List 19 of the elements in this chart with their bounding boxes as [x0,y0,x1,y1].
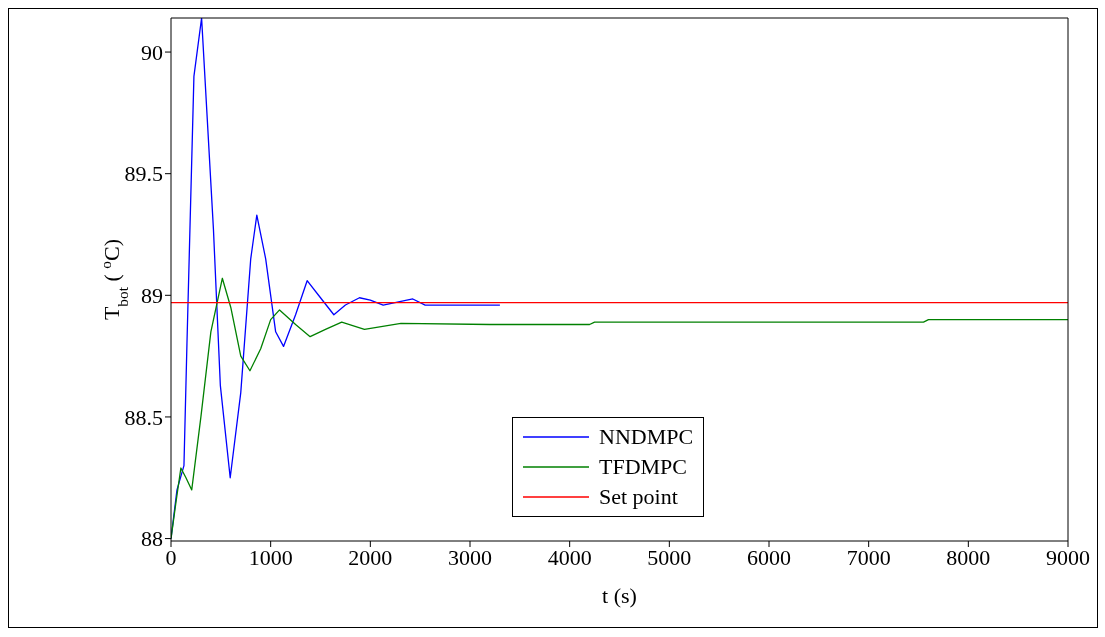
x-tick-label: 3000 [448,544,492,570]
legend-label: TFDMPC [599,454,688,480]
y-tick-label: 89.5 [124,161,163,187]
x-tick-label: 6000 [747,544,791,570]
x-tick-label: 2000 [348,544,393,570]
x-axis-title: t (s) [602,583,637,608]
x-tick-label: 9000 [1046,544,1090,570]
x-tick-label: 5000 [647,544,692,570]
x-tick-label: 1000 [248,544,293,570]
x-tick-label: 0 [165,544,177,570]
y-tick-label: 89 [141,283,163,309]
x-tick-label: 8000 [946,544,991,570]
x-tick-label: 4000 [547,544,592,570]
y-tick-label: 88 [141,526,163,552]
legend-label: Set point [599,484,678,510]
x-tick-label: 7000 [846,544,891,570]
y-tick-label: 88.5 [124,404,163,430]
y-tick-label: 90 [141,39,163,65]
legend-label: NNDMPC [599,424,694,450]
